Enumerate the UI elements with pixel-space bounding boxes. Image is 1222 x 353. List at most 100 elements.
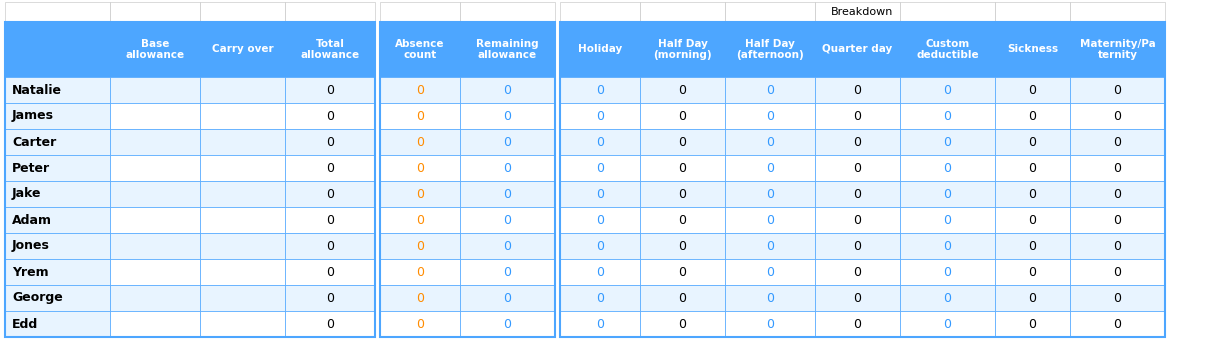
Text: 0: 0 bbox=[943, 214, 952, 227]
Bar bbox=[725, 259, 815, 285]
Text: 0: 0 bbox=[503, 292, 512, 305]
Bar bbox=[640, 259, 725, 285]
Text: Carry over: Carry over bbox=[211, 44, 274, 54]
Bar bbox=[899, 103, 995, 129]
Text: 0: 0 bbox=[853, 162, 862, 174]
Bar bbox=[200, 207, 285, 233]
Text: 0: 0 bbox=[853, 109, 862, 122]
Text: 0: 0 bbox=[678, 187, 687, 201]
Text: 0: 0 bbox=[415, 162, 424, 174]
Bar bbox=[560, 155, 640, 181]
Text: Natalie: Natalie bbox=[12, 84, 62, 96]
Text: 0: 0 bbox=[415, 317, 424, 330]
Text: Half Day
(morning): Half Day (morning) bbox=[654, 39, 711, 60]
Text: Total
allowance: Total allowance bbox=[301, 39, 359, 60]
Bar bbox=[285, 2, 375, 22]
Text: 0: 0 bbox=[1113, 317, 1122, 330]
Text: 0: 0 bbox=[503, 136, 512, 149]
Bar bbox=[899, 311, 995, 337]
Text: 0: 0 bbox=[943, 292, 952, 305]
Text: 0: 0 bbox=[1029, 109, 1036, 122]
Bar bbox=[380, 259, 459, 285]
Bar bbox=[5, 22, 110, 77]
Bar bbox=[560, 181, 640, 207]
Bar bbox=[1070, 2, 1165, 22]
Text: 0: 0 bbox=[326, 109, 334, 122]
Bar bbox=[200, 285, 285, 311]
Bar bbox=[1070, 207, 1165, 233]
Text: 0: 0 bbox=[766, 292, 774, 305]
Bar bbox=[995, 103, 1070, 129]
Bar bbox=[815, 129, 899, 155]
Bar bbox=[560, 77, 640, 103]
Text: James: James bbox=[12, 109, 54, 122]
Text: 0: 0 bbox=[326, 136, 334, 149]
Text: 0: 0 bbox=[1029, 136, 1036, 149]
Bar bbox=[995, 129, 1070, 155]
Bar bbox=[5, 285, 110, 311]
Text: Base
allowance: Base allowance bbox=[126, 39, 185, 60]
Bar bbox=[815, 207, 899, 233]
Bar bbox=[995, 77, 1070, 103]
Bar bbox=[640, 181, 725, 207]
Text: 0: 0 bbox=[415, 136, 424, 149]
Bar bbox=[5, 155, 110, 181]
Text: 0: 0 bbox=[943, 84, 952, 96]
Text: Edd: Edd bbox=[12, 317, 38, 330]
Bar bbox=[995, 207, 1070, 233]
Bar bbox=[285, 103, 375, 129]
Text: 0: 0 bbox=[1029, 214, 1036, 227]
Text: George: George bbox=[12, 292, 62, 305]
Bar bbox=[380, 207, 459, 233]
Text: 0: 0 bbox=[1113, 162, 1122, 174]
Text: 0: 0 bbox=[596, 162, 604, 174]
Bar bbox=[725, 2, 815, 22]
Bar bbox=[200, 181, 285, 207]
Text: 0: 0 bbox=[503, 265, 512, 279]
Text: 0: 0 bbox=[596, 109, 604, 122]
Text: 0: 0 bbox=[503, 187, 512, 201]
Bar bbox=[899, 181, 995, 207]
Bar bbox=[725, 77, 815, 103]
Bar bbox=[200, 233, 285, 259]
Bar bbox=[380, 129, 459, 155]
Bar bbox=[285, 77, 375, 103]
Text: 0: 0 bbox=[596, 265, 604, 279]
Text: 0: 0 bbox=[415, 109, 424, 122]
Text: 0: 0 bbox=[1113, 187, 1122, 201]
Bar bbox=[725, 181, 815, 207]
Text: 0: 0 bbox=[326, 162, 334, 174]
Bar bbox=[285, 311, 375, 337]
Bar bbox=[200, 77, 285, 103]
Bar bbox=[640, 155, 725, 181]
Text: 0: 0 bbox=[1029, 187, 1036, 201]
Bar bbox=[560, 311, 640, 337]
Text: Jake: Jake bbox=[12, 187, 42, 201]
Bar bbox=[1070, 155, 1165, 181]
Text: 0: 0 bbox=[766, 136, 774, 149]
Bar bbox=[110, 77, 200, 103]
Bar bbox=[285, 129, 375, 155]
Text: 0: 0 bbox=[766, 265, 774, 279]
Text: 0: 0 bbox=[596, 84, 604, 96]
Text: 0: 0 bbox=[415, 214, 424, 227]
Bar bbox=[815, 103, 899, 129]
Bar bbox=[200, 2, 285, 22]
Bar bbox=[5, 103, 110, 129]
Text: 0: 0 bbox=[678, 317, 687, 330]
Bar bbox=[459, 285, 555, 311]
Text: 0: 0 bbox=[766, 162, 774, 174]
Bar bbox=[285, 285, 375, 311]
Bar bbox=[110, 22, 200, 77]
Text: 0: 0 bbox=[853, 265, 862, 279]
Text: 0: 0 bbox=[1029, 239, 1036, 252]
Bar bbox=[640, 207, 725, 233]
Text: 0: 0 bbox=[1029, 317, 1036, 330]
Bar bbox=[815, 285, 899, 311]
Bar bbox=[899, 233, 995, 259]
Bar bbox=[380, 155, 459, 181]
Bar bbox=[995, 233, 1070, 259]
Bar bbox=[995, 2, 1070, 22]
Text: 0: 0 bbox=[415, 292, 424, 305]
Bar bbox=[380, 311, 459, 337]
